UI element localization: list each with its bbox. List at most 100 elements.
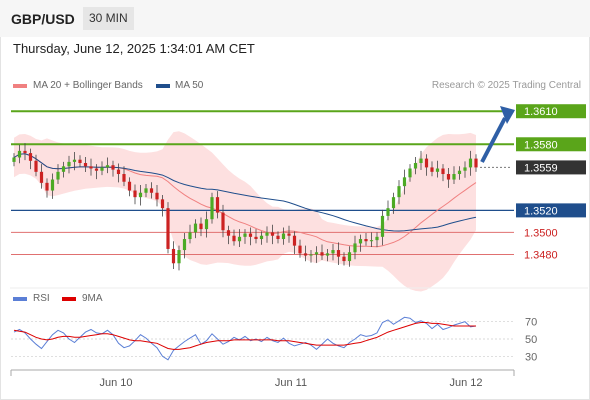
- ma50-legend-label: MA 50: [175, 80, 204, 91]
- candle-body: [221, 212, 225, 231]
- candle-body: [232, 235, 236, 242]
- x-tick-label: Jun 11: [275, 377, 307, 389]
- candle-body: [226, 230, 231, 236]
- level-badge: [516, 104, 586, 119]
- candle-body: [358, 239, 363, 244]
- level-badge: [516, 203, 586, 218]
- candle-body: [325, 253, 330, 256]
- candle-body: [320, 252, 324, 256]
- candle-body: [188, 232, 192, 240]
- candle-body: [193, 223, 198, 233]
- candle-body: [50, 179, 55, 191]
- candle-body: [171, 248, 176, 264]
- level-badge: [516, 160, 586, 175]
- candle-body: [83, 163, 88, 167]
- candle-body: [375, 236, 379, 241]
- candle-body: [155, 192, 159, 200]
- candle-body: [270, 232, 275, 236]
- candle-body: [17, 150, 22, 158]
- level-label: 1.3520: [524, 205, 558, 217]
- candle-body: [215, 197, 220, 213]
- credit-text: Research © 2025 Trading Central: [431, 80, 581, 91]
- candle-body: [12, 157, 16, 162]
- candle-body: [45, 182, 49, 191]
- candle-body: [303, 253, 308, 256]
- candle-body: [276, 235, 280, 240]
- ma9-legend-swatch: [62, 297, 76, 301]
- candle-body: [23, 150, 27, 154]
- forecast-arrow-head: [500, 106, 515, 124]
- candle-body: [78, 159, 82, 164]
- candle-body: [391, 197, 396, 209]
- candle-body: [166, 208, 170, 249]
- candle-body: [342, 256, 346, 262]
- candle-body: [254, 236, 258, 240]
- bollinger-band: [14, 131, 476, 292]
- candle-body: [100, 167, 104, 171]
- candle-body: [259, 235, 264, 240]
- rsi-ma-line: [13, 322, 476, 350]
- candle-body: [94, 168, 99, 171]
- candle-body: [39, 171, 44, 183]
- rsi-line: [13, 316, 477, 361]
- candle-body: [468, 158, 473, 168]
- candle-body: [441, 168, 445, 175]
- candle-body: [56, 171, 60, 180]
- candle-body: [402, 177, 407, 187]
- candle-body: [116, 169, 121, 175]
- candle-body: [248, 233, 253, 237]
- candle-body: [204, 219, 209, 230]
- candle-body: [61, 166, 66, 172]
- rsi-tick-label: 30: [525, 351, 537, 363]
- candle-body: [144, 188, 148, 193]
- candle-body: [72, 159, 77, 162]
- ma50-legend-swatch: [156, 84, 170, 88]
- candle-body: [424, 158, 429, 168]
- rsi-legend-label: RSI: [33, 293, 50, 304]
- chart-header: GBP/USD 30 MIN: [0, 0, 590, 37]
- candle-body: [67, 161, 71, 167]
- level-label: 1.3480: [524, 249, 558, 261]
- x-tick-label: Jun 12: [449, 377, 482, 389]
- candle-body: [138, 192, 143, 198]
- candle-body: [265, 232, 269, 236]
- candle-body: [210, 197, 214, 220]
- candle-body: [314, 252, 319, 255]
- candle-body: [419, 158, 423, 164]
- candle-body: [182, 239, 187, 251]
- ma20-legend-label: MA 20 + Bollinger Bands: [33, 80, 143, 91]
- candle-body: [386, 208, 390, 216]
- candle-body: [336, 250, 341, 257]
- candle-body: [331, 250, 335, 254]
- candle-body: [446, 174, 451, 180]
- ma9-legend-label: 9MA: [82, 293, 103, 304]
- level-label: 1.3580: [524, 139, 558, 151]
- candle-body: [463, 167, 467, 171]
- candle-body: [435, 168, 440, 172]
- rsi-tick-label: 50: [525, 334, 537, 346]
- candle-body: [397, 186, 401, 198]
- rsi-tick-label: 70: [525, 317, 537, 329]
- candle-body: [369, 240, 374, 242]
- candle-body: [122, 174, 126, 182]
- candle-body: [199, 223, 203, 230]
- candle-body: [149, 188, 154, 193]
- candle-body: [105, 165, 110, 168]
- candle-body: [89, 166, 93, 169]
- symbol-title: GBP/USD: [11, 11, 75, 27]
- candle-body: [292, 235, 297, 246]
- candle-body: [237, 236, 242, 242]
- candle-body: [177, 250, 181, 264]
- candle-body: [281, 233, 286, 240]
- candle-body: [34, 160, 38, 172]
- interval-badge[interactable]: 30 MIN: [83, 7, 134, 30]
- candle-body: [298, 245, 302, 254]
- candle-body: [413, 163, 418, 169]
- level-label: 1.3559: [524, 162, 558, 174]
- level-badge: [516, 137, 586, 152]
- ma20-legend-swatch: [13, 84, 27, 88]
- candle-body: [160, 199, 165, 209]
- candle-body: [127, 181, 132, 191]
- level-label: 1.3610: [524, 106, 558, 118]
